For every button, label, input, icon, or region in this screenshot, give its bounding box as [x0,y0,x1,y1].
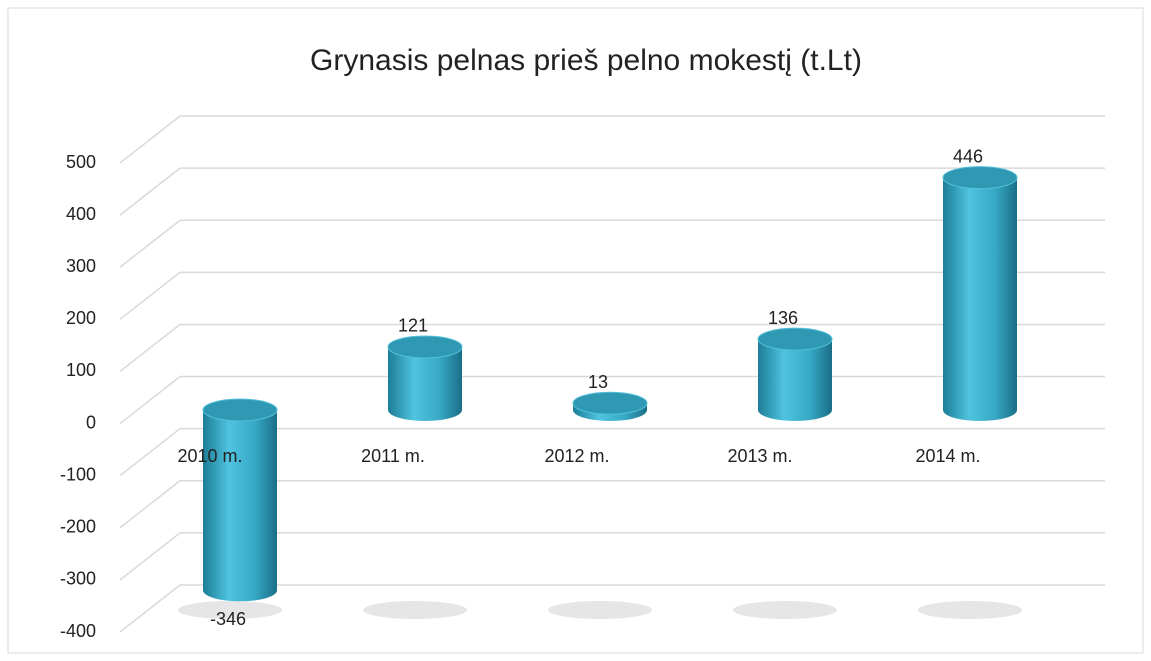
y-tick-label: -400 [60,621,96,641]
grid-line [119,219,181,268]
bar-top [757,327,833,351]
bar [943,177,1017,421]
y-tick-label: 500 [66,152,96,172]
shadow [918,601,1022,619]
grid-line [119,584,181,633]
grid-line [119,115,181,164]
shadow [178,601,282,619]
bar-top [572,391,648,415]
bar [758,339,832,421]
bar [203,410,277,602]
data-label: -346 [210,609,246,629]
y-tick-label: 400 [66,204,96,224]
bar-top [387,335,463,359]
data-label: 446 [953,146,983,166]
y-tick-label: 300 [66,256,96,276]
shadow [548,601,652,619]
y-tick-label: 200 [66,308,96,328]
grid-line [119,167,181,216]
bar-top [202,398,278,422]
grid-line [119,532,181,581]
x-tick-label: 2014 m. [915,446,980,466]
y-tick-label: -200 [60,517,96,537]
bar [388,346,462,421]
y-tick-label: -100 [60,464,96,484]
y-tick-label: 100 [66,360,96,380]
grid-line [119,480,181,529]
data-label: 13 [588,372,608,392]
data-label: 121 [398,316,428,336]
grid-line [119,428,181,477]
shadow [363,601,467,619]
bar-top [942,166,1018,190]
x-tick-label: 2011 m. [361,446,425,466]
grid-line [119,375,181,425]
grid-line [119,323,181,373]
y-tick-label: -300 [60,569,96,589]
chart-title: Grynasis pelnas prieš pelno mokestį (t.L… [310,44,862,77]
x-tick-label: 2013 m. [727,446,792,466]
shadow [733,601,837,619]
x-tick-label: 2012 m. [544,446,609,466]
y-tick-label: 0 [86,412,96,432]
grid-line [119,271,181,320]
data-label: 136 [768,308,798,328]
x-tick-label: 2010 m. [177,446,242,466]
